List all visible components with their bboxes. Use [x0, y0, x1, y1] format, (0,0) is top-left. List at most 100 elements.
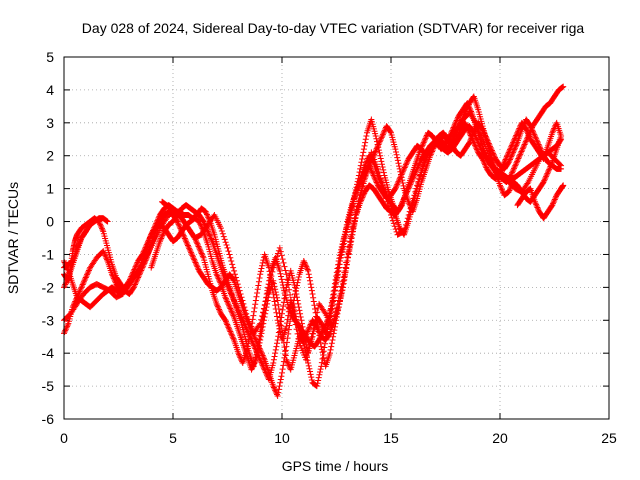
data-point: [61, 329, 68, 336]
data-point: [517, 149, 524, 156]
data-point: [310, 330, 317, 337]
data-point: [231, 297, 238, 304]
data-point: [395, 160, 402, 167]
data-point: [250, 308, 257, 315]
data-point: [351, 215, 358, 222]
data-point: [546, 166, 553, 173]
data-point: [381, 128, 388, 135]
data-point: [224, 322, 231, 329]
data-point: [298, 317, 305, 324]
data-point: [507, 172, 514, 179]
data-point: [318, 343, 325, 350]
data-point: [509, 169, 516, 176]
y-tick-label: 5: [46, 49, 54, 65]
data-point: [300, 327, 307, 334]
data-point: [235, 284, 242, 291]
data-point: [498, 166, 505, 173]
data-point: [181, 235, 188, 242]
data-point: [258, 316, 265, 323]
data-point: [226, 286, 233, 293]
data-point: [223, 320, 230, 327]
data-point: [357, 162, 364, 169]
data-point: [278, 373, 285, 380]
data-point: [279, 331, 286, 338]
data-point: [549, 202, 556, 209]
data-point: [259, 262, 266, 269]
data-point: [468, 135, 475, 142]
data-point: [514, 156, 521, 163]
data-point: [560, 182, 567, 189]
data-point: [454, 134, 461, 141]
data-point: [392, 148, 399, 155]
data-point: [318, 321, 325, 328]
data-point: [233, 277, 240, 284]
data-point: [288, 297, 295, 304]
data-series-track-g: [514, 182, 567, 222]
data-point: [213, 271, 220, 278]
data-point: [280, 259, 287, 266]
data-point: [549, 129, 556, 136]
data-point: [293, 326, 300, 333]
data-point: [464, 101, 471, 108]
data-point: [302, 356, 309, 363]
data-point: [229, 332, 236, 339]
data-point: [225, 248, 232, 255]
data-point: [193, 239, 200, 246]
data-point: [76, 288, 83, 295]
data-point: [189, 252, 196, 259]
data-point: [558, 162, 565, 169]
data-point: [295, 274, 302, 281]
data-point: [255, 282, 262, 289]
data-point: [182, 236, 189, 243]
data-point: [541, 177, 548, 184]
data-point: [240, 318, 247, 325]
data-point: [551, 197, 558, 204]
y-tick-label: -3: [42, 312, 55, 328]
data-point: [413, 185, 420, 192]
data-point: [305, 271, 312, 278]
data-point: [376, 172, 383, 179]
data-point: [368, 166, 375, 173]
data-point: [84, 271, 91, 278]
data-point: [64, 321, 71, 328]
data-point: [302, 338, 309, 345]
data-point: [517, 151, 524, 158]
data-point: [200, 218, 207, 225]
data-point: [196, 244, 203, 251]
data-point: [277, 248, 284, 255]
data-point: [532, 134, 539, 141]
data-point: [77, 287, 84, 294]
data-point: [103, 255, 110, 262]
data-point: [236, 287, 243, 294]
data-point: [158, 234, 165, 241]
data-point: [82, 228, 89, 235]
data-point: [227, 329, 234, 336]
y-tick-label: -5: [42, 378, 55, 394]
data-point: [411, 192, 418, 199]
x-tick-label: 5: [169, 430, 177, 446]
data-point: [334, 301, 341, 308]
data-point: [472, 118, 479, 125]
data-point: [282, 291, 289, 298]
data-point: [352, 211, 359, 218]
data-point: [309, 333, 316, 340]
data-point: [256, 321, 263, 328]
data-point: [333, 305, 340, 312]
data-point: [231, 298, 238, 305]
data-point: [234, 281, 241, 288]
data-point: [455, 130, 462, 137]
data-point: [327, 346, 334, 353]
data-point: [334, 272, 341, 279]
data-point: [254, 290, 261, 297]
data-point: [273, 343, 280, 350]
data-point: [373, 135, 380, 142]
data-point: [498, 164, 505, 171]
data-point: [208, 236, 215, 243]
data-point: [462, 121, 469, 128]
data-point: [307, 281, 314, 288]
data-point: [321, 340, 328, 347]
data-point: [453, 136, 460, 143]
data-point: [228, 258, 235, 265]
data-point: [465, 102, 472, 109]
